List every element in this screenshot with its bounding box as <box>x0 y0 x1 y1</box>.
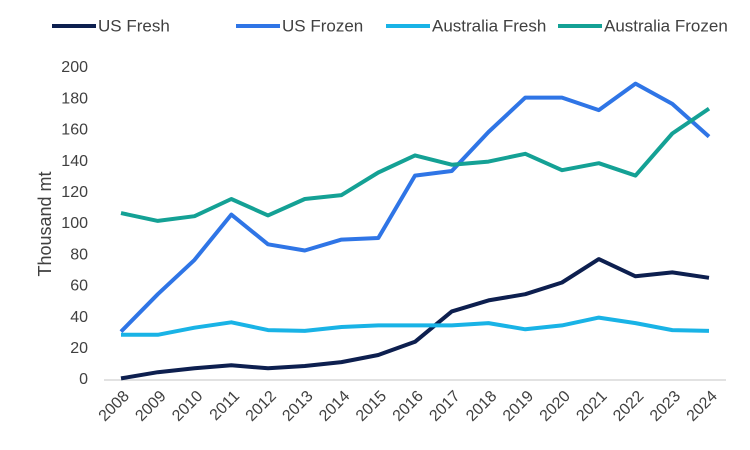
y-tick-label: 80 <box>70 246 88 263</box>
y-axis-ticks: 0 20 40 60 80 100 120 140 160 180 200 <box>61 59 88 388</box>
x-tick-label: 2020 <box>537 388 574 425</box>
x-tick-label: 2024 <box>684 388 721 425</box>
y-tick-label: 200 <box>61 59 88 76</box>
x-tick-label: 2013 <box>279 388 316 425</box>
y-tick-label: 120 <box>61 184 88 201</box>
chart-legend: US Fresh US Frozen Australia Fresh Australi… <box>52 16 728 35</box>
x-tick-label: 2022 <box>610 388 647 425</box>
legend-item: US Fresh <box>52 16 170 35</box>
legend-label: US Frozen <box>282 16 363 35</box>
x-tick-label: 2017 <box>426 388 463 425</box>
y-tick-label: 180 <box>61 90 88 107</box>
y-tick-label: 60 <box>70 278 88 295</box>
y-tick-label: 0 <box>79 371 88 388</box>
legend-label: Australia Frozen <box>604 16 728 35</box>
x-tick-label: 2015 <box>353 388 390 425</box>
x-tick-label: 2019 <box>500 388 537 425</box>
legend-item: Australia Fresh <box>386 16 546 35</box>
x-tick-label: 2011 <box>207 388 243 424</box>
x-tick-label: 2021 <box>573 388 610 425</box>
y-tick-label: 100 <box>61 215 88 232</box>
legend-label: Australia Fresh <box>432 16 546 35</box>
legend-item: Australia Frozen <box>558 16 728 35</box>
series-line-australia-fresh <box>121 315 710 337</box>
y-axis-title: Thousand mt <box>35 171 55 276</box>
y-tick-label: 160 <box>61 122 88 139</box>
series-lines <box>119 81 711 381</box>
x-tick-label: 2016 <box>390 388 427 425</box>
x-tick-label: 2018 <box>463 388 500 425</box>
x-tick-label: 2008 <box>96 388 133 425</box>
x-axis-ticks: 2008 2009 2010 2011 2012 2013 2014 2015 2016 2017… <box>96 388 721 425</box>
x-tick-label: 2023 <box>647 388 684 425</box>
x-tick-label: 2009 <box>132 388 169 425</box>
y-tick-label: 140 <box>61 153 88 170</box>
series-line-us-fresh <box>120 257 710 381</box>
series-line-australia-frozen <box>120 106 711 223</box>
legend-item: US Frozen <box>236 16 363 35</box>
y-tick-label: 40 <box>70 309 88 326</box>
y-tick-label: 20 <box>70 340 88 357</box>
x-tick-label: 2014 <box>316 388 353 425</box>
legend-label: US Fresh <box>98 16 170 35</box>
x-tick-label: 2012 <box>243 388 280 425</box>
series-line-us-frozen <box>119 81 711 334</box>
x-tick-label: 2010 <box>169 388 206 425</box>
